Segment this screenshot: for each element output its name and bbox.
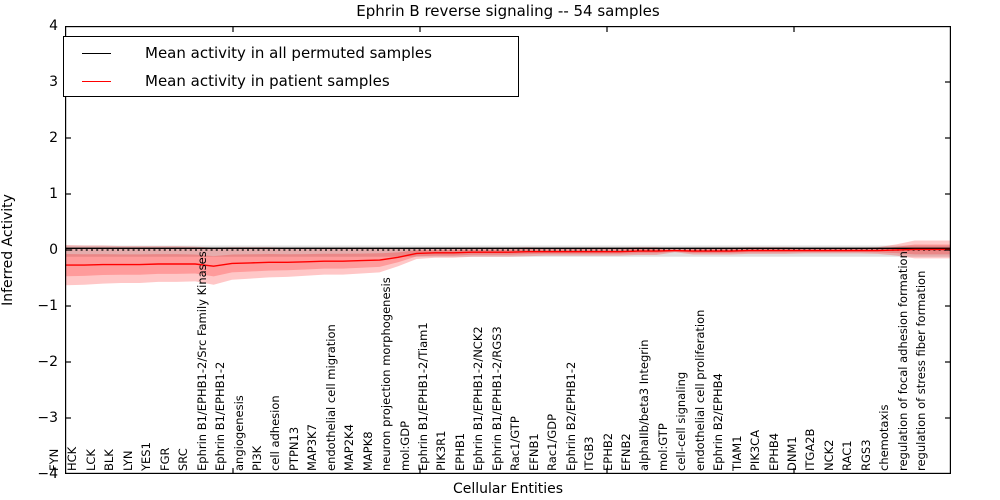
x-tick-label: LCK [83, 449, 98, 471]
x-tick-label: SRC [176, 448, 191, 471]
x-tick-label: cell-cell signaling [674, 371, 689, 471]
x-tick-label: Rac1/GDP [545, 413, 560, 471]
legend-entry-patient: Mean activity in patient samples [64, 67, 390, 95]
x-tick-label: ITGB3 [582, 436, 597, 471]
x-tick-label: TIAM1 [729, 435, 744, 471]
x-tick-label: Ephrin B1/EPHB1-2/Src Family Kinases [194, 251, 209, 471]
plot-svg [65, 25, 951, 475]
x-axis-label: Cellular Entities [452, 481, 564, 497]
x-tick-label: Ephrin B2/EPHB4 [711, 373, 726, 471]
y-tick-label: 1 [49, 186, 58, 202]
x-tick-label: YES1 [139, 442, 154, 471]
plot-area [65, 25, 951, 475]
x-tick-label: EPHB4 [766, 432, 781, 471]
patient-mean-line [65, 248, 951, 267]
x-tick-label: alphaIIb/beta3 Integrin [637, 339, 652, 471]
x-tick-label: Ephrin B1/EPHB1-2/RGS3 [489, 326, 504, 471]
x-tick-label: EFNB1 [526, 433, 541, 471]
x-tick-label: MAP3K7 [305, 424, 320, 471]
y-tick-label: −1 [37, 298, 58, 314]
x-tick-label: RAC1 [840, 440, 855, 471]
legend: Mean activity in all permuted samples Me… [63, 36, 519, 97]
x-tick-label: Rac1/GTP [508, 416, 523, 471]
x-tick-label: FGR [157, 447, 172, 471]
x-tick-label: cell adhesion [268, 395, 283, 471]
legend-label: Mean activity in all permuted samples [145, 44, 432, 62]
x-tick-label: Ephrin B1/EPHB1-2/NCK2 [471, 326, 486, 471]
y-tick-label: 0 [49, 242, 58, 258]
permuted-line-sample [82, 52, 111, 54]
x-tick-label: Ephrin B1/EPHB1-2/Tiam1 [416, 322, 430, 471]
x-tick-label: EPHB1 [452, 432, 467, 471]
x-tick-label: MAP2K4 [342, 424, 357, 471]
x-tick-label: regulation of stress fiber formation [914, 270, 929, 471]
x-tick-label: PIK3R1 [434, 430, 449, 472]
x-tick-label: endothelial cell migration [323, 324, 338, 471]
x-tick-label: mol:GDP [397, 420, 412, 471]
y-tick-label: −2 [37, 354, 58, 370]
x-tick-label: EFNB2 [618, 433, 633, 471]
y-tick-label: 2 [49, 130, 58, 146]
permuted-band [65, 245, 951, 257]
y-tick-label: 4 [49, 18, 58, 34]
chart-title: Ephrin B reverse signaling -- 54 samples [356, 2, 660, 20]
x-tick-label: NCK2 [821, 439, 836, 472]
x-tick-label: mol:GTP [655, 423, 670, 471]
patient-band-inner [65, 244, 951, 277]
axes-frame [65, 26, 951, 474]
y-tick-label: −3 [37, 410, 58, 426]
x-tick-label: ITGA2B [803, 428, 818, 471]
x-tick-label: endothelial cell proliferation [692, 309, 707, 471]
x-tick-label: BLK [102, 449, 117, 471]
y-tick-label: 3 [49, 74, 58, 90]
x-tick-label: HCK [65, 446, 80, 471]
y-tick-label: −4 [37, 466, 58, 482]
x-tick-label: angiogenesis [231, 395, 246, 471]
x-tick-label: PTPN13 [286, 426, 301, 471]
x-tick-label: MAPK8 [360, 431, 375, 471]
patient-line-sample [82, 80, 111, 82]
x-tick-label: neuron projection morphogenesis [379, 277, 394, 471]
x-tick-label: EPHB2 [600, 432, 615, 471]
x-tick-label: chemotaxis [877, 404, 892, 471]
y-axis-label: Inferred Activity [0, 194, 16, 306]
x-tick-label: RGS3 [858, 439, 873, 471]
x-tick-label: Ephrin B2/EPHB1-2 [563, 361, 578, 471]
x-tick-label: PI3K [249, 445, 264, 471]
legend-label: Mean activity in patient samples [145, 72, 390, 90]
legend-entry-permuted: Mean activity in all permuted samples [64, 39, 432, 67]
x-tick-label: regulation of focal adhesion formation [895, 251, 910, 471]
x-tick-label: DNM1 [785, 436, 799, 471]
x-tick-label: PIK3CA [748, 429, 763, 471]
x-tick-label: LYN [120, 450, 135, 471]
x-tick-label: FYN [47, 448, 61, 471]
x-tick-label: Ephrin B1/EPHB1-2 [213, 361, 228, 471]
